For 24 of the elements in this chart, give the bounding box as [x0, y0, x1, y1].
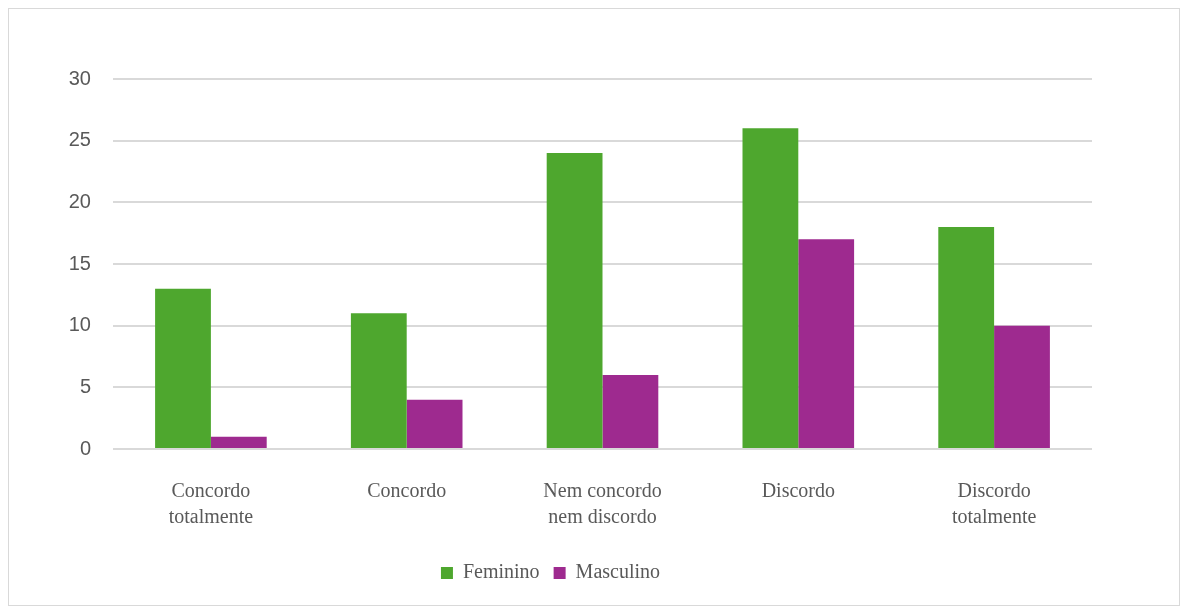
- y-tick-label: 25: [68, 128, 91, 151]
- y-tick-label: 5: [79, 374, 91, 397]
- bar: [546, 153, 603, 448]
- x-tick-label: Discordo totalmente: [951, 479, 1037, 528]
- x-tick-label: Concordo totalmente: [168, 479, 254, 528]
- y-tick-label: 10: [68, 313, 91, 336]
- x-tick-label: Discordo: [761, 479, 835, 502]
- bar: [210, 436, 267, 448]
- x-tick-label: Nem concordo nem discordo: [543, 479, 662, 528]
- bar: [350, 313, 407, 448]
- bar: [155, 288, 211, 448]
- legend-label: Feminino: [462, 560, 540, 583]
- bar: [938, 227, 995, 448]
- y-tick-label: 30: [68, 66, 91, 89]
- bar: [798, 239, 855, 448]
- legend-label: Masculino: [575, 560, 661, 583]
- y-tick-label: 0: [79, 436, 91, 459]
- bar: [994, 325, 1050, 448]
- x-tick-label: Concordo: [367, 479, 447, 502]
- y-tick-label: 20: [68, 189, 91, 212]
- bar: [742, 128, 799, 448]
- bar: [406, 399, 463, 448]
- y-tick-label: 15: [68, 251, 91, 274]
- bar: [602, 375, 659, 448]
